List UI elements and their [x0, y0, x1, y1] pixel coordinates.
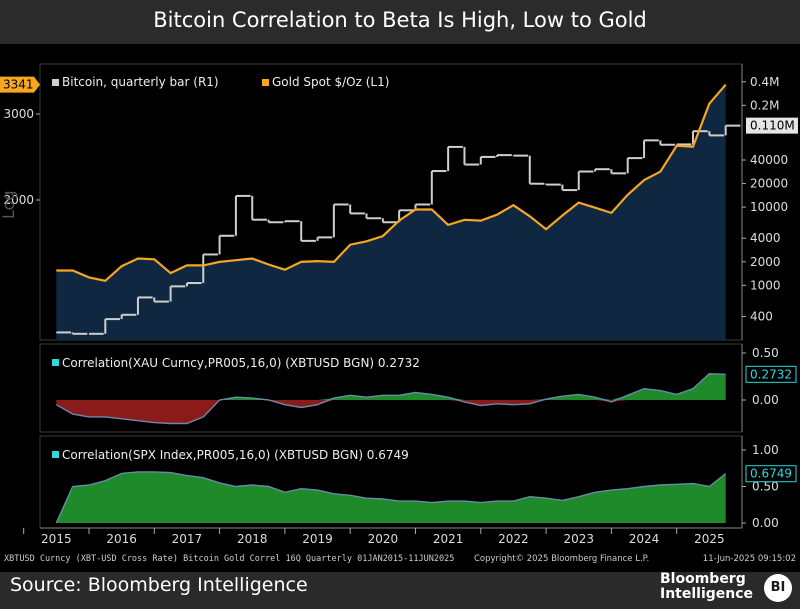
legend-gold-label: Gold Spot $/Oz (L1)	[272, 75, 389, 89]
right-tick-label: 2000	[750, 255, 781, 269]
right-tick-label: 20000	[750, 177, 788, 191]
spx-legend-label: Correlation(SPX Index,PR005,16,0) (XBTUS…	[62, 448, 409, 462]
x-tick-label: 2016	[106, 532, 137, 546]
legend-gold-swatch	[262, 79, 269, 86]
bitcoin-current-badge	[746, 117, 798, 134]
right-tick-label: 0.2M	[750, 98, 779, 112]
brand-line-2: Intelligence	[660, 586, 754, 602]
x-tick-label: 2024	[629, 532, 660, 546]
spx-correlation-line	[55, 471, 727, 524]
spx-tick-label: 0.00	[752, 516, 779, 530]
spx-tick-label: 0.50	[752, 480, 779, 494]
gold-area-fill	[56, 84, 726, 340]
gold-price-line	[56, 83, 727, 282]
spx-tick-label: 1.00	[752, 443, 779, 457]
chart-title: Bitcoin Correlation to Beta Is High, Low…	[0, 0, 800, 44]
left-tick-label: 2000	[3, 193, 34, 207]
source-caption: Source: Bloomberg Intelligence	[10, 574, 308, 596]
right-tick-label: 4000	[750, 231, 781, 245]
x-tick-label: 2019	[302, 532, 333, 546]
x-tick-label: 2015	[41, 532, 72, 546]
xau-legend-swatch	[52, 359, 59, 366]
bitcoin-current-label: 0.110M	[750, 119, 795, 133]
xau-tick-label: 0.00	[752, 393, 779, 407]
right-tick-label: 40000	[750, 153, 788, 167]
spx-positive-area	[56, 471, 726, 523]
footer-note: XBTUSD Curncy (XBT-USD Cross Rate) Bitco…	[4, 554, 454, 564]
right-tick-label: 400	[750, 309, 773, 323]
spx-current-badge	[745, 465, 797, 483]
brand-line-1: Bloomberg	[660, 571, 746, 587]
x-tick-label: 2021	[433, 532, 464, 546]
bi-logo-icon: BI	[764, 574, 792, 602]
right-tick-label: 1000	[750, 278, 781, 292]
x-tick-label: 2018	[237, 532, 268, 546]
timestamp-note: 11-Jun-2025 09:15:02	[703, 554, 796, 564]
xau-positive-area	[56, 373, 726, 400]
xau-current-badge	[745, 365, 797, 383]
x-tick-label: 2025	[694, 532, 725, 546]
x-tick-label: 2022	[498, 532, 529, 546]
x-tick-label: 2020	[368, 532, 399, 546]
spx-legend-swatch	[52, 451, 59, 458]
xau-tick-label: 0.50	[752, 346, 779, 360]
xau-current-label: 0.2732	[750, 367, 792, 381]
xau-negative-area	[56, 400, 726, 424]
legend-bitcoin-label: Bitcoin, quarterly bar (R1)	[62, 75, 219, 89]
left-tick-label: 3000	[3, 107, 34, 121]
xau-correlation-line	[55, 372, 726, 425]
legend-bitcoin-swatch	[52, 79, 59, 86]
brand-name: Bloomberg Intelligence	[660, 572, 753, 602]
gold-current-badge	[0, 76, 40, 93]
spx-current-label: 0.6749	[750, 467, 792, 481]
gold-current-label: 3341	[3, 78, 34, 92]
xau-legend-label: Correlation(XAU Curncy,PR005,16,0) (XBTU…	[62, 356, 420, 370]
copyright-note: Copyright© 2025 Bloomberg Finance L.P.	[474, 554, 649, 564]
x-tick-label: 2017	[172, 532, 203, 546]
right-tick-label: 0.4M	[750, 75, 779, 89]
chart-canvas: 2000 3000 Log 0.4M 0.2M 40000 20000 10000 4000 20…	[0, 44, 800, 572]
right-tick-label: 10000	[750, 200, 788, 214]
log-axis-label: Log	[0, 190, 18, 219]
x-tick-label: 2023	[563, 532, 594, 546]
